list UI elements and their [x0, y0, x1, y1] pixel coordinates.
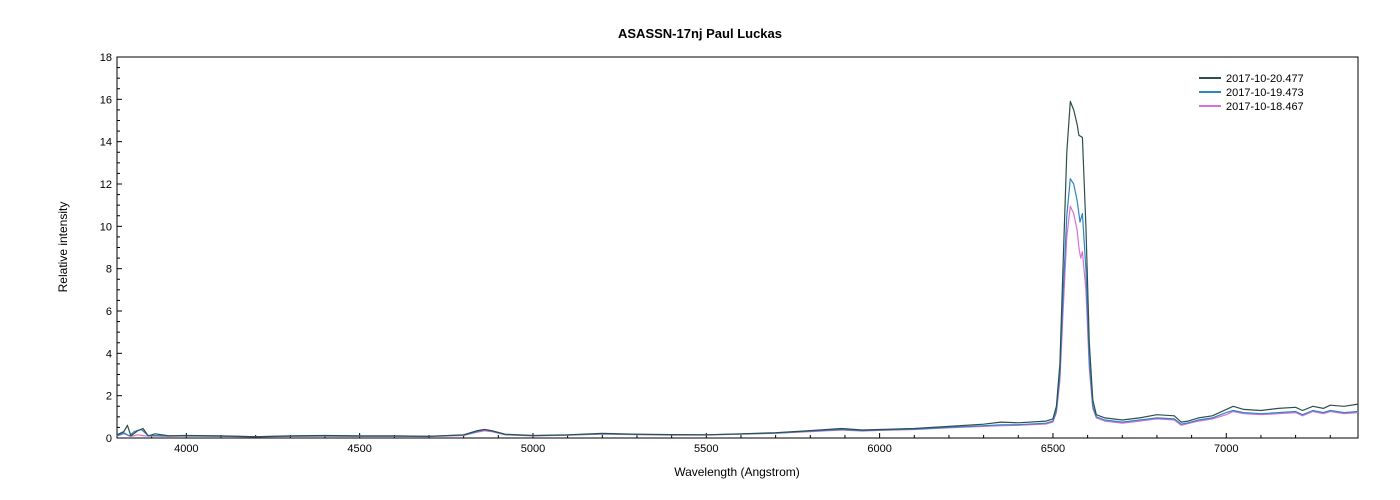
y-axis-ticks: 0 2 4 6 8 10 12 14 16 18 [100, 52, 122, 445]
y-tick-label: 6 [106, 306, 112, 318]
series-line [116, 100, 1359, 438]
plot-frame [116, 56, 1359, 439]
y-tick-label: 4 [106, 348, 112, 360]
legend-entry: 2017-10-19.473 [1226, 87, 1304, 99]
x-tick-label: 7000 [1214, 443, 1238, 455]
x-tick-label: 4000 [174, 443, 198, 455]
legend-entry: 2017-10-18.467 [1226, 101, 1304, 113]
y-tick-label: 2 [106, 391, 112, 403]
series-layer [116, 100, 1359, 438]
series-line [116, 178, 1359, 438]
y-tick-label: 12 [100, 179, 112, 191]
x-tick-label: 5000 [521, 443, 545, 455]
chart-title: ASASSN-17nj Paul Luckas [618, 26, 782, 41]
y-tick-label: 8 [106, 264, 112, 276]
legend: 2017-10-20.477 2017-10-19.473 2017-10-18.4… [1199, 73, 1304, 113]
x-axis-label: Wavelength (Angstrom) [674, 465, 800, 479]
y-tick-label: 18 [100, 52, 112, 64]
x-tick-label: 6500 [1041, 443, 1065, 455]
x-tick-label: 4500 [347, 443, 371, 455]
x-tick-label: 5500 [694, 443, 718, 455]
y-axis-label: Relative intensity [56, 202, 70, 293]
y-tick-label: 0 [106, 433, 112, 445]
x-tick-label: 6000 [867, 443, 891, 455]
series-line [116, 205, 1359, 438]
x-axis-ticks: 4000 4500 5000 5500 6000 6500 7000 [151, 433, 1331, 455]
y-tick-label: 14 [100, 137, 112, 149]
y-tick-label: 16 [100, 94, 112, 106]
y-tick-label: 10 [100, 221, 112, 233]
legend-entry: 2017-10-20.477 [1226, 73, 1304, 85]
